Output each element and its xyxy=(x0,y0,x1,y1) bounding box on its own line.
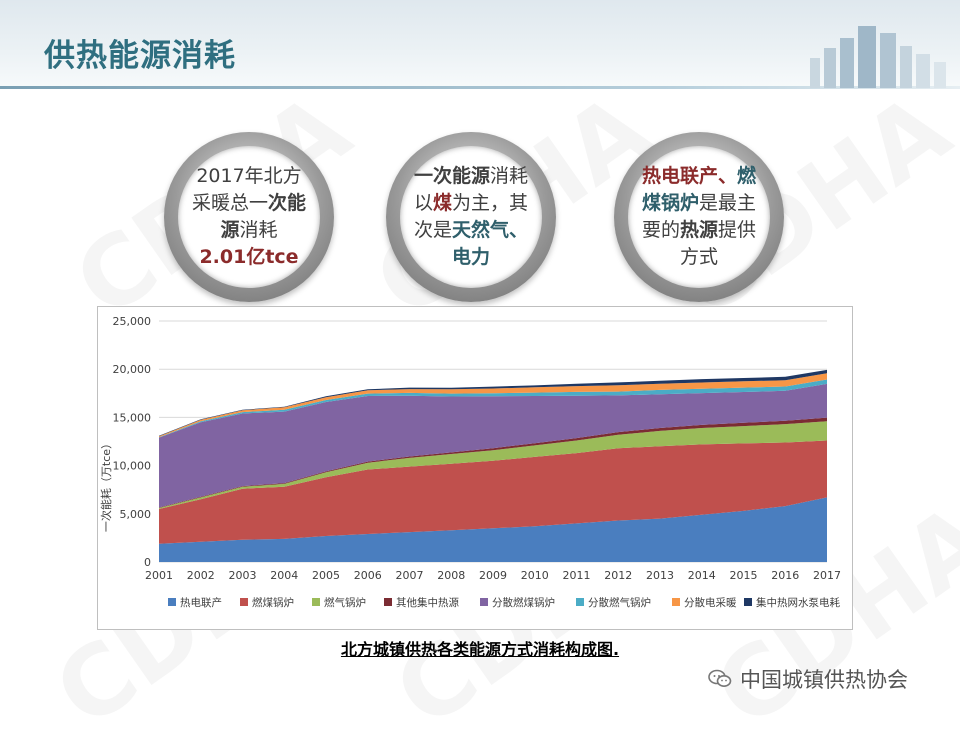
y-axis-label: 一次能耗（万tce） xyxy=(99,438,113,532)
legend-swatch xyxy=(672,598,680,606)
callout-text-part: 2.01亿tce xyxy=(199,246,299,268)
page-title: 供热能源消耗 xyxy=(44,38,236,74)
x-tick-label: 2010 xyxy=(521,569,549,582)
legend-label: 分散电采暖 xyxy=(684,596,737,609)
callout-text-part: 提供方式 xyxy=(679,219,757,268)
wechat-icon xyxy=(708,669,732,687)
x-tick-label: 2001 xyxy=(145,569,173,582)
legend-label: 其他集中热源 xyxy=(396,596,459,609)
legend-label: 燃气锅炉 xyxy=(324,596,366,609)
x-tick-label: 2008 xyxy=(437,569,465,582)
area-series-7 xyxy=(159,373,827,438)
callout-ring-coal: 一次能源消耗以煤为主，其次是天然气、电力 xyxy=(386,132,556,302)
y-tick-label: 10,000 xyxy=(113,460,152,473)
legend-label: 分散燃煤锅炉 xyxy=(492,596,555,609)
header-band xyxy=(0,0,960,88)
callout-text-part: 2017年北方采暖总一 xyxy=(191,165,302,214)
legend-label: 分散燃气锅炉 xyxy=(588,596,651,609)
brand-name: 中国城镇供热协会 xyxy=(740,668,908,692)
legend-swatch xyxy=(576,598,584,606)
callout-text-part: 天然气、电力 xyxy=(451,219,529,268)
legend-swatch xyxy=(384,598,392,606)
legend-swatch xyxy=(168,598,176,606)
callout-text-part: 次能源 xyxy=(220,192,307,241)
y-tick-label: 25,000 xyxy=(113,315,152,328)
callout-text-heat-source: 热电联产、燃煤锅炉是最主要的热源提供方式 xyxy=(640,163,758,271)
stacked-area-chart: 25,000 20,000 15,000 10,000 5,000 0 2001 2002 2… xyxy=(99,315,841,609)
legend-label: 集中热网水泵电耗 xyxy=(756,596,840,609)
area-series-2 xyxy=(159,440,827,544)
legend-label: 燃煤锅炉 xyxy=(252,596,294,609)
callout-text-part: 热电联产、 xyxy=(641,165,737,187)
y-tick-label: 15,000 xyxy=(113,411,152,424)
x-tick-label: 2007 xyxy=(396,569,424,582)
x-tick-label: 2002 xyxy=(187,569,215,582)
callout-text-part: 为主，其次是 xyxy=(413,192,529,241)
header-rule xyxy=(0,86,960,89)
legend-swatch xyxy=(480,598,488,606)
x-tick-label: 2013 xyxy=(646,569,674,582)
chart-caption: 北方城镇供热各类能源方式消耗构成图. xyxy=(340,640,620,659)
area-series-3 xyxy=(159,421,827,509)
callout-text-part: 是最主要的 xyxy=(641,192,757,241)
legend-swatch xyxy=(744,598,752,606)
callout-text-part: 消耗 xyxy=(239,219,278,241)
legend-swatch xyxy=(312,598,320,606)
area-series-6 xyxy=(159,379,827,438)
legend-label: 热电联产 xyxy=(180,596,222,609)
brand: 中国城镇供热协会 xyxy=(708,664,908,694)
callout-text-part: 燃煤锅炉 xyxy=(641,165,757,214)
x-tick-label: 2006 xyxy=(354,569,382,582)
x-tick-label: 2016 xyxy=(771,569,799,582)
area-series-5 xyxy=(159,383,827,508)
x-tick-label: 2003 xyxy=(229,569,257,582)
x-tick-label: 2009 xyxy=(479,569,507,582)
chart-frame: 25,000 20,000 15,000 10,000 5,000 0 2001 2002 2… xyxy=(97,306,853,630)
x-tick-label: 2011 xyxy=(563,569,591,582)
callout-text-part: 一次能源 xyxy=(413,165,490,187)
x-tick-label: 2005 xyxy=(312,569,340,582)
y-tick-label: 5,000 xyxy=(120,508,152,521)
legend-swatch xyxy=(240,598,248,606)
callout-text-total: 2017年北方采暖总一次能源消耗 2.01亿tce xyxy=(190,163,308,271)
y-tick-label: 20,000 xyxy=(113,363,152,376)
y-tick-label: 0 xyxy=(144,556,151,569)
callout-ring-total: 2017年北方采暖总一次能源消耗 2.01亿tce xyxy=(164,132,334,302)
skyline-graphic xyxy=(810,26,946,88)
callout-ring-heat-source: 热电联产、燃煤锅炉是最主要的热源提供方式 xyxy=(614,132,784,302)
callout-text-part: 热源 xyxy=(679,219,718,241)
x-tick-label: 2004 xyxy=(270,569,298,582)
x-tick-label: 2017 xyxy=(813,569,841,582)
callout-text-part: 煤 xyxy=(432,192,452,214)
callout-text-part: 消耗以 xyxy=(413,165,529,214)
x-tick-label: 2015 xyxy=(730,569,758,582)
x-tick-label: 2014 xyxy=(688,569,716,582)
x-tick-label: 2012 xyxy=(604,569,632,582)
callout-text-coal: 一次能源消耗以煤为主，其次是天然气、电力 xyxy=(412,163,530,271)
area-series-1 xyxy=(159,497,827,562)
